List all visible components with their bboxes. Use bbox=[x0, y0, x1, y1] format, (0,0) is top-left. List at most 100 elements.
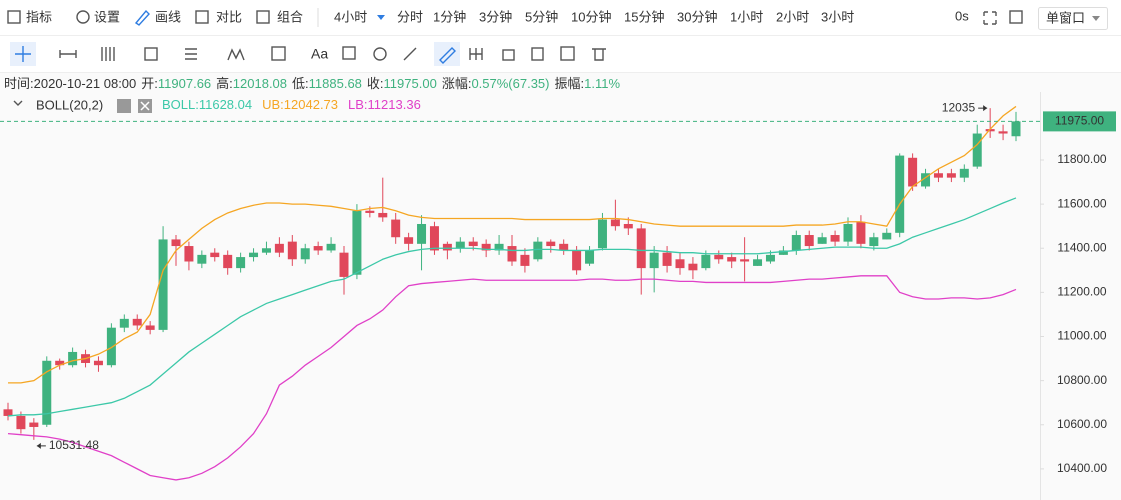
candle-body bbox=[585, 250, 595, 264]
period-item[interactable]: 5分钟 bbox=[525, 9, 558, 24]
period-item[interactable]: 分时 bbox=[397, 9, 423, 24]
info-value: 1.11% bbox=[584, 76, 620, 91]
legend-entry: UB:12042.73 bbox=[262, 97, 338, 112]
candle-body bbox=[921, 173, 931, 187]
info-value: 11907.66 bbox=[158, 76, 211, 91]
candle-body bbox=[856, 221, 866, 244]
candle-body bbox=[184, 246, 194, 262]
boll-line bbox=[7, 197, 1017, 417]
candle-body bbox=[895, 155, 905, 233]
icon bbox=[592, 48, 606, 61]
candle-body bbox=[481, 243, 491, 251]
candle-body bbox=[817, 237, 827, 244]
period-item[interactable]: 1小时 bbox=[730, 9, 763, 24]
legend-entry: BOLL:11628.04 bbox=[162, 97, 252, 112]
candle-body bbox=[753, 259, 763, 266]
candle-body bbox=[959, 168, 969, 178]
icon bbox=[373, 47, 387, 61]
candle-body bbox=[933, 173, 943, 178]
candle-body bbox=[791, 235, 801, 251]
candle-body bbox=[106, 327, 116, 366]
period-item[interactable]: 4小时 bbox=[334, 9, 367, 24]
candle-body bbox=[804, 235, 814, 247]
period-item[interactable]: 3小时 bbox=[821, 9, 854, 24]
candle-body bbox=[998, 131, 1008, 134]
candle-body bbox=[417, 223, 427, 244]
menu-item[interactable]: 设置 bbox=[94, 9, 120, 24]
dropdown bbox=[1092, 16, 1100, 21]
candle-body bbox=[507, 246, 517, 262]
candle-body bbox=[249, 252, 259, 258]
info-bar: 时间:2020-10-21 08:00 开:11907.66 高:12018.08 低… bbox=[4, 76, 620, 91]
menu-item[interactable]: 对比 bbox=[216, 9, 242, 24]
candle-body bbox=[132, 318, 142, 326]
period-item[interactable]: 10分钟 bbox=[571, 9, 611, 24]
arrow-head bbox=[36, 442, 41, 449]
icon bbox=[439, 47, 456, 64]
dropdown bbox=[377, 15, 385, 20]
icon bbox=[7, 10, 21, 24]
text-tool[interactable]: Aa bbox=[311, 46, 328, 62]
menu-item[interactable]: 画线 bbox=[155, 9, 181, 24]
candle-body bbox=[339, 252, 349, 277]
current-price-label: 11975.00 bbox=[1055, 114, 1104, 128]
icon bbox=[403, 47, 417, 61]
window-button[interactable] bbox=[1038, 7, 1108, 30]
period-item[interactable]: 3分钟 bbox=[479, 9, 512, 24]
candle-body bbox=[740, 259, 750, 262]
candle-body bbox=[727, 257, 737, 262]
candle-body bbox=[42, 360, 52, 425]
candle-body bbox=[29, 422, 39, 427]
icon bbox=[271, 46, 286, 61]
info-value: 11885.68 bbox=[309, 76, 362, 91]
period-item[interactable]: 30分钟 bbox=[677, 9, 717, 24]
window-label[interactable]: 单窗口 bbox=[1046, 10, 1085, 25]
candle-body bbox=[145, 325, 155, 330]
candle-body bbox=[468, 241, 478, 247]
candle-body bbox=[300, 248, 310, 260]
candle-body bbox=[946, 173, 956, 178]
candle-body bbox=[572, 250, 582, 271]
menu-item[interactable]: 指标 bbox=[26, 9, 52, 24]
candle-body bbox=[313, 246, 323, 251]
candle-body bbox=[274, 243, 284, 253]
candle-body bbox=[843, 223, 853, 242]
candle-body bbox=[223, 254, 233, 269]
active-tool bbox=[434, 42, 460, 66]
info-label: 开: bbox=[141, 76, 158, 91]
menu-item[interactable]: 组合 bbox=[277, 9, 303, 24]
icon bbox=[185, 48, 197, 60]
indicator-name: BOLL(20,2) bbox=[36, 97, 103, 112]
candle-body bbox=[675, 259, 685, 269]
icon bbox=[59, 50, 77, 58]
candle-body bbox=[688, 263, 698, 271]
candle-body bbox=[391, 219, 401, 238]
toolbar-icons bbox=[7, 7, 1108, 113]
candle-body bbox=[649, 252, 659, 269]
min-label: 10531.48 bbox=[49, 438, 99, 452]
candle-body bbox=[171, 239, 181, 247]
candle-body bbox=[533, 241, 543, 260]
period-item[interactable]: 1分钟 bbox=[433, 9, 466, 24]
candle-body bbox=[68, 351, 78, 366]
candle-body bbox=[559, 243, 569, 251]
info-value: 0.57%(67.35) bbox=[471, 76, 549, 91]
settings-button[interactable] bbox=[117, 99, 131, 113]
candle-body bbox=[908, 157, 918, 187]
candle-body bbox=[378, 212, 388, 218]
period-item[interactable]: 15分钟 bbox=[624, 9, 664, 24]
candle-body bbox=[93, 360, 103, 366]
candle-body bbox=[778, 250, 788, 255]
y-tick-label: 11800.00 bbox=[1057, 152, 1106, 166]
collapse[interactable] bbox=[13, 100, 23, 106]
icon bbox=[983, 11, 997, 25]
info-value: 12018.08 bbox=[233, 76, 287, 91]
info-value: 11975.00 bbox=[384, 76, 437, 91]
period-item[interactable]: 2小时 bbox=[776, 9, 809, 24]
candle-body bbox=[3, 409, 13, 416]
info-label: 时间: bbox=[4, 76, 34, 91]
info-label: 振幅: bbox=[555, 76, 585, 91]
candle-body bbox=[636, 228, 646, 269]
max-label: 12035 bbox=[942, 100, 976, 114]
y-tick-label: 11400.00 bbox=[1057, 240, 1106, 254]
